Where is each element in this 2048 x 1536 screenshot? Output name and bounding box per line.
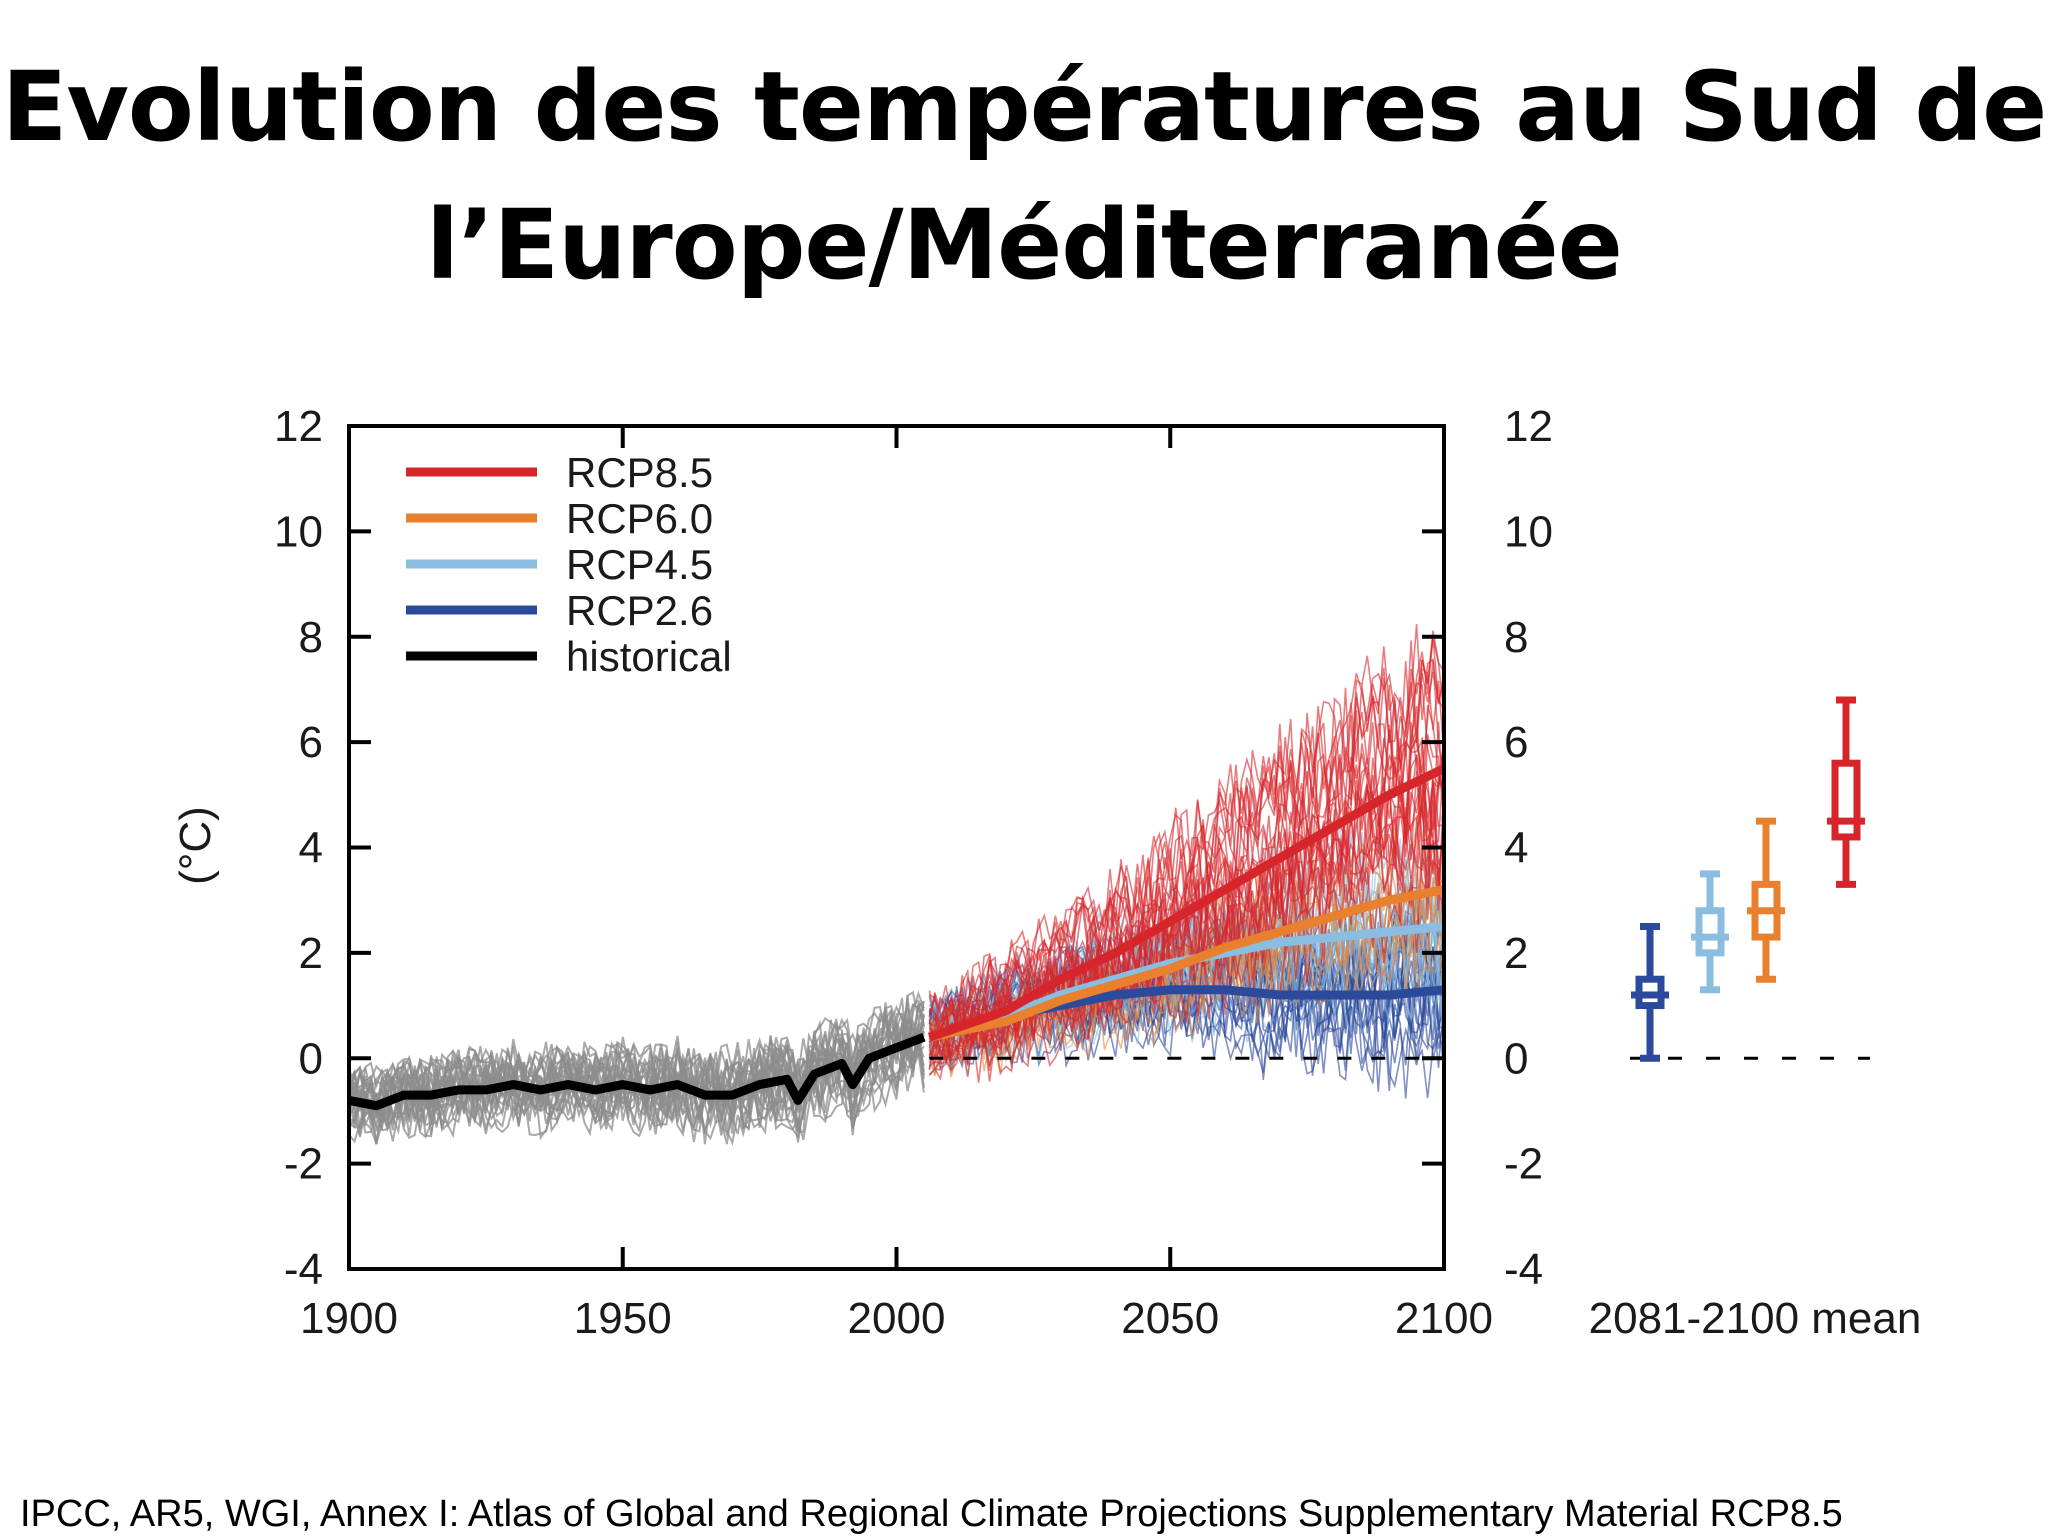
right-y-tick-label: 2 — [1504, 929, 1528, 978]
legend-label: RCP6.0 — [566, 495, 713, 542]
y-tick-label: 10 — [274, 507, 323, 556]
ensemble-member — [348, 1002, 925, 1122]
legend-label: RCP2.6 — [566, 587, 713, 634]
y-tick-label: 2 — [299, 929, 323, 978]
series-line-rcp85 — [927, 764, 1446, 1042]
boxplot-box — [1831, 759, 1861, 841]
right-y-tick-label: 8 — [1504, 613, 1528, 662]
x-tick-label: 2000 — [848, 1294, 946, 1343]
axes-layer: -4 -2 0 2 4 6 8 10 12 -4 -2 0 2 4 6 8 10 12 1900 1950 2000 20… — [274, 402, 1553, 1343]
legend-label: RCP4.5 — [566, 541, 713, 588]
y-tick-label: 12 — [274, 402, 323, 451]
y-tick-label: 8 — [299, 613, 323, 662]
title-line-2: l’Europe/Méditerranée — [426, 189, 1623, 301]
y-tick-label: 6 — [299, 718, 323, 767]
series-layer — [348, 764, 1446, 1111]
y-axis-label: (°C) — [171, 806, 220, 885]
series-line-historical — [348, 1032, 926, 1111]
y-tick-label: 0 — [299, 1034, 323, 1083]
right-y-tick-label: 0 — [1504, 1034, 1528, 1083]
ensemble-member — [928, 899, 1445, 1078]
boxplot-rcp60 — [1747, 817, 1785, 983]
ensemble-member — [928, 780, 1445, 1072]
boxplot-panel — [1630, 696, 1870, 1062]
legend-label: historical — [566, 633, 732, 680]
y-tick-label: -2 — [284, 1140, 323, 1189]
boxplot-rcp85 — [1827, 696, 1865, 888]
x-tick-label: 1950 — [574, 1294, 672, 1343]
slide-title: Evolution des températures au Sud de l’E… — [0, 38, 2048, 314]
ensemble-member — [928, 667, 1445, 1030]
legend-label: RCP8.5 — [566, 449, 713, 496]
right-y-tick-label: 4 — [1504, 824, 1528, 873]
boxplot-label: 2081-2100 mean — [1589, 1294, 1922, 1343]
series-line-rcp60 — [928, 885, 1445, 1042]
right-y-tick-label: -2 — [1504, 1140, 1543, 1189]
boxplot-rcp26 — [1631, 923, 1669, 1062]
x-tick-label: 1900 — [300, 1294, 398, 1343]
right-y-tick-label: 6 — [1504, 718, 1528, 767]
ensemble-member — [928, 737, 1445, 1057]
ensemble-member — [928, 777, 1445, 1070]
x-tick-label: 2050 — [1121, 1294, 1219, 1343]
y-tick-label: -4 — [284, 1245, 323, 1294]
right-y-tick-label: 10 — [1504, 507, 1553, 556]
right-y-tick-label: -4 — [1504, 1245, 1543, 1294]
ensemble-member — [348, 1036, 925, 1146]
boxplot-box — [1695, 907, 1725, 957]
source-note: IPCC, AR5, WGI, Annex I: Atlas of Global… — [20, 1493, 1843, 1535]
ensemble-member — [928, 854, 1445, 1083]
ensemble-spaghetti — [348, 624, 1445, 1146]
right-y-tick-label: 12 — [1504, 402, 1553, 451]
y-tick-label: 4 — [299, 824, 323, 873]
boxplot-rcp45 — [1691, 870, 1729, 994]
title-line-1: Evolution des températures au Sud de — [1, 51, 2048, 163]
x-tick-label: 2100 — [1395, 1294, 1493, 1343]
